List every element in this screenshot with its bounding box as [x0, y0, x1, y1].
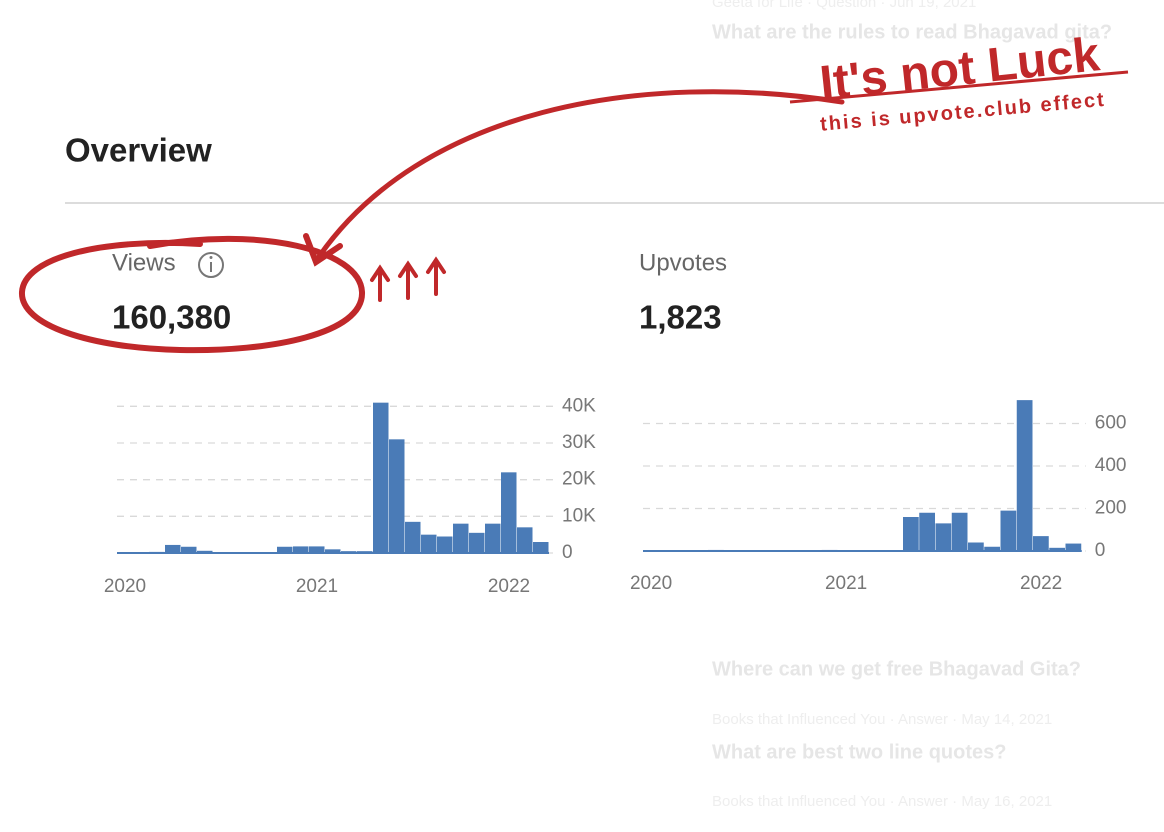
y-tick-label: 30K — [562, 432, 596, 453]
bar — [277, 546, 293, 553]
bar — [1049, 547, 1065, 551]
bar — [197, 550, 213, 553]
headline-underline — [789, 70, 1129, 104]
charts: Views 160,380 0 10K 20K 30K 40K 2020 2021 2022 Upv… — [104, 249, 1127, 597]
bar — [437, 536, 453, 553]
stat-value: 1,823 — [639, 299, 722, 336]
feed-meta: Books that Influenced You · Answer · May… — [712, 711, 1052, 728]
bar — [984, 546, 1000, 551]
bar — [968, 542, 984, 551]
feed-title: What are best two line quotes? — [712, 741, 1006, 763]
bar — [357, 551, 373, 553]
stat-value: 160,380 — [112, 299, 231, 336]
y-tick-label: 10K — [562, 505, 596, 526]
bar — [533, 542, 549, 553]
bar — [149, 551, 165, 553]
y-tick-label: 0 — [562, 542, 573, 563]
bar — [821, 549, 838, 551]
up-arrows — [370, 256, 446, 302]
bar — [935, 523, 952, 551]
bar — [485, 523, 501, 553]
bar — [1000, 510, 1017, 551]
bar — [903, 517, 919, 551]
info-icon[interactable] — [198, 252, 224, 278]
x-tick-label: 2022 — [488, 576, 530, 597]
bar — [389, 439, 405, 553]
stat-label: Upvotes — [639, 249, 727, 276]
bar — [181, 546, 197, 553]
y-tick-label: 40K — [562, 395, 596, 416]
annotation-marks — [18, 89, 845, 354]
y-tick-label: 20K — [562, 469, 596, 490]
bar — [501, 472, 517, 553]
y-tick-label: 200 — [1095, 498, 1127, 519]
bar — [165, 544, 181, 553]
arrow-curve — [315, 89, 845, 261]
feed-meta: Geeta for Life · Question · Jun 19, 2021 — [712, 0, 976, 11]
bar — [405, 521, 421, 553]
bar — [453, 523, 469, 553]
bar — [951, 512, 968, 551]
arrow-head — [303, 233, 343, 267]
bar — [213, 552, 229, 553]
bar — [469, 532, 485, 553]
bar — [293, 546, 309, 553]
bar — [133, 552, 149, 553]
overview-title: Overview — [65, 132, 212, 169]
x-tick-label: 2021 — [296, 576, 338, 597]
feed-title: Where can we get free Bhagavad Gita? — [712, 658, 1081, 680]
feed-meta: Books that Influenced You · Answer · May… — [712, 793, 1052, 810]
bar — [309, 546, 325, 553]
bar — [373, 402, 389, 553]
y-tick-label: 600 — [1095, 413, 1127, 434]
y-tick-label: 0 — [1095, 540, 1106, 561]
bar — [708, 549, 724, 551]
bar — [517, 527, 533, 553]
stat-label: Views — [112, 249, 176, 276]
background-feed: Geeta for Life · Question · Jun 19, 2021… — [712, 0, 1112, 810]
x-tick-label: 2021 — [825, 573, 867, 594]
bar — [1065, 543, 1082, 551]
bar — [1016, 400, 1033, 551]
x-tick-label: 2020 — [630, 573, 672, 594]
bar — [421, 534, 437, 553]
x-tick-label: 2020 — [104, 576, 146, 597]
bar — [325, 549, 341, 553]
info-icon-dot — [209, 256, 213, 259]
bar — [1033, 536, 1049, 551]
bar — [117, 552, 133, 553]
y-tick-label: 400 — [1095, 455, 1127, 476]
bar — [919, 512, 935, 551]
x-tick-label: 2022 — [1020, 573, 1062, 594]
feed-title: What are the rules to read Bhagavad gita… — [712, 21, 1112, 43]
bar — [341, 551, 357, 553]
